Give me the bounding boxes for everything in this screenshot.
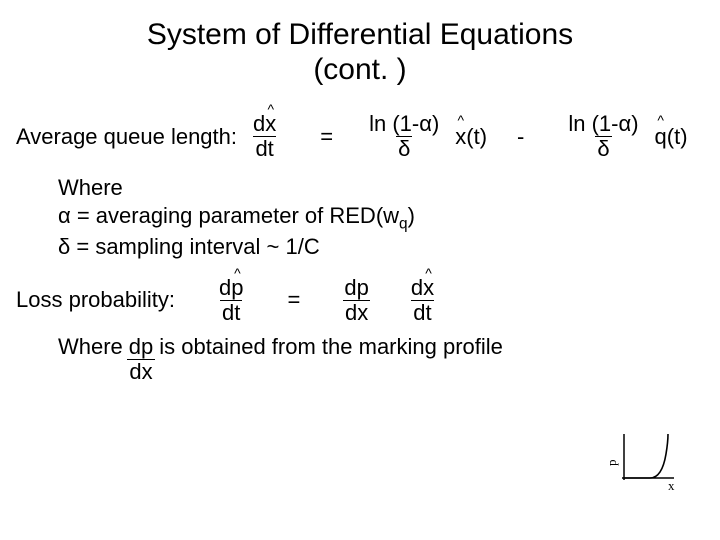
term2-frac: ln (1-α) δ xyxy=(562,113,644,160)
xhat-suffix: (t) xyxy=(466,124,487,150)
minus: - xyxy=(517,124,524,150)
xhat-t: ^x(t) xyxy=(455,124,487,150)
dp-dx: dp dx xyxy=(338,277,374,324)
alpha-sub: q xyxy=(399,215,408,232)
svg-text:x: x xyxy=(668,478,675,492)
dxhat-den: dt xyxy=(253,136,275,160)
equals-2: = xyxy=(287,287,300,313)
alpha-prefix: α = averaging parameter of RED(w xyxy=(58,203,399,228)
dp-dx-den: dx xyxy=(343,300,370,324)
title-line-1: System of Differential Equations xyxy=(16,18,704,53)
loss-label: Loss probability: xyxy=(16,287,175,313)
term1-num: ln (1-α) xyxy=(367,113,441,136)
dxhat2-d: d xyxy=(411,275,423,300)
dphat-dt: d^p dt xyxy=(213,277,250,324)
svg-text:p: p xyxy=(610,460,619,467)
title-line-2: (cont. ) xyxy=(16,53,704,88)
hat-icon: ^ xyxy=(234,269,241,277)
alpha-suffix: ) xyxy=(408,203,415,228)
avg-queue-label: Average queue length: xyxy=(16,124,237,150)
term1-frac: ln (1-α) δ xyxy=(363,113,445,160)
hat-icon: ^ xyxy=(657,116,664,124)
where-heading: Where xyxy=(58,174,704,202)
hat-icon: ^ xyxy=(425,269,432,277)
term2-num: ln (1-α) xyxy=(566,113,640,136)
dphat-d: d xyxy=(219,275,231,300)
dp-dx-num: dp xyxy=(342,277,370,300)
page-title: System of Differential Equations (cont. … xyxy=(16,18,704,87)
where-delta-line: δ = sampling interval ~ 1/C xyxy=(58,233,704,261)
last-frac-num: dp xyxy=(127,336,155,359)
hat-icon: ^ xyxy=(267,105,274,113)
hat-icon: ^ xyxy=(457,116,464,124)
qhat-suffix: (t) xyxy=(667,124,688,150)
qhat-t: ^q(t) xyxy=(655,124,688,150)
where-alpha-line: α = averaging parameter of RED(wq) xyxy=(58,202,704,234)
loss-row: Loss probability: d^p dt = dp dx d^x xyxy=(16,277,704,324)
last-frac-den: dx xyxy=(127,359,154,383)
term1-den: δ xyxy=(396,136,412,160)
term2-den: δ xyxy=(595,136,611,160)
eq-dxhat-dt: d^x dt xyxy=(247,113,282,160)
dxhat-d: d xyxy=(253,111,265,136)
dxhat2-den: dt xyxy=(411,300,433,324)
marking-profile-chart: p x xyxy=(610,432,682,492)
last-suffix: is obtained from the marking profile xyxy=(159,334,503,360)
where-block: Where α = averaging parameter of RED(wq)… xyxy=(58,174,704,261)
dxhat-dt-2: d^x dt xyxy=(405,277,440,324)
dphat-den: dt xyxy=(220,300,242,324)
avg-queue-row: Average queue length: d^x dt = ln (1-α) … xyxy=(16,113,704,160)
equals-1: = xyxy=(320,124,333,150)
last-frac: dp dx xyxy=(127,336,155,383)
last-line: Where dp dx is obtained from the marking… xyxy=(58,334,704,381)
last-prefix: Where xyxy=(58,334,123,360)
